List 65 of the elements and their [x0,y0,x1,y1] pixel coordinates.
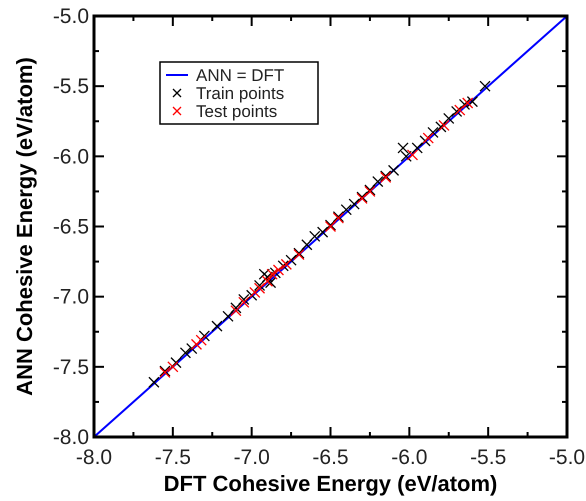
point [309,230,320,242]
point [406,149,418,161]
legend-label: Train points [196,84,284,103]
point [278,260,289,272]
point [435,121,447,133]
point [340,204,352,216]
legend-label: ANN = DFT [196,66,284,85]
point [186,342,198,354]
y-axis-title: ANN Cohesive Energy (eV/atom) [12,57,37,396]
point [285,254,297,266]
point [438,120,450,132]
point [180,347,192,358]
x-tick-label: -6.0 [391,446,428,469]
point [372,176,384,188]
y-tick-label: -6.5 [52,216,89,238]
point [454,104,466,116]
point [238,294,250,306]
point [400,150,412,162]
point [450,106,462,118]
y-tick-label: -7.0 [52,286,89,309]
point [148,376,160,388]
y-tick-label: -5.5 [52,75,89,98]
point [190,338,202,350]
point [316,226,328,238]
point [422,132,434,144]
point [280,258,292,270]
point [230,302,242,314]
point [348,198,360,210]
point [266,268,278,280]
legend-label: Test points [196,102,278,121]
x-tick-label: -5.0 [548,446,586,469]
x-tick-label: -5.5 [470,446,506,469]
point [249,286,260,298]
point [272,264,284,276]
point [230,305,242,316]
point [412,142,423,154]
point [301,239,312,250]
point [262,271,274,283]
x-tick-label: -7.5 [154,446,191,469]
y-tick-label: -8.0 [52,426,89,449]
y-tick-label: -5.0 [52,5,89,28]
point [246,290,258,301]
point [466,96,478,108]
x-tick-label: -8.0 [76,446,112,469]
point [254,282,266,294]
x-tick-label: -6.5 [312,446,349,469]
point [388,164,400,176]
point [211,320,223,332]
point [238,296,250,308]
point [427,126,439,138]
y-tick-label: -7.5 [52,356,89,379]
point [458,98,470,110]
x-axis-title: DFT Cohesive Energy (eV/atom) [164,471,498,496]
point [196,334,207,346]
x-tick-label: -7.0 [234,446,270,469]
point [262,276,274,287]
point [443,112,454,124]
y-tick-label: -6.0 [52,145,89,168]
point [397,142,409,154]
point [198,330,210,342]
point [222,310,234,322]
point [170,356,182,368]
point [479,80,491,92]
point [462,97,474,109]
point [167,361,178,372]
